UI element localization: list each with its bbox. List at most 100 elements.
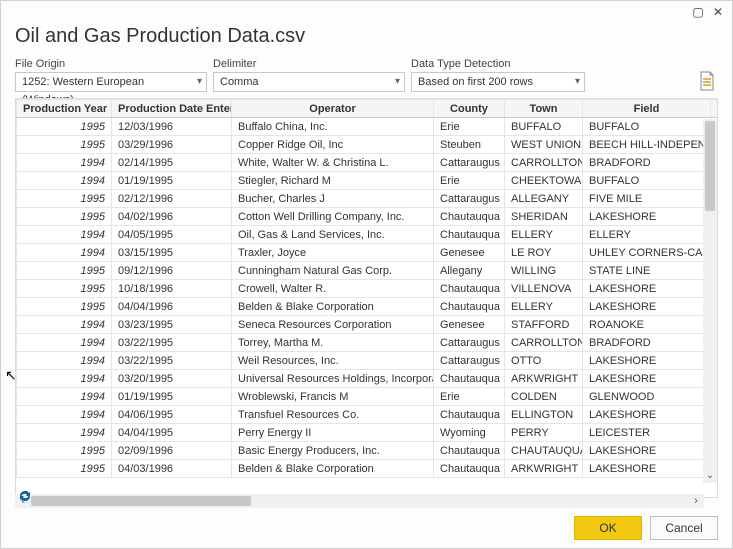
table-cell: Steuben	[434, 136, 505, 154]
table-cell: ALLEGANY	[505, 190, 583, 208]
table-cell: LE ROY	[505, 244, 583, 262]
scrollbar-thumb[interactable]	[705, 121, 715, 211]
table-row[interactable]: 199512/03/1996Buffalo China, Inc.ErieBUF…	[17, 118, 719, 136]
table-cell: Perry Energy II	[232, 424, 434, 442]
table-cell: Copper Ridge Oil, Inc	[232, 136, 434, 154]
table-cell: Crowell, Walter R.	[232, 280, 434, 298]
table-cell: STAFFORD	[505, 316, 583, 334]
table-cell: 1994	[17, 424, 112, 442]
column-header[interactable]: County	[434, 100, 505, 118]
table-row[interactable]: 199510/18/1996Crowell, Walter R.Chautauq…	[17, 280, 719, 298]
table-cell: CHEEKTOWAGA	[505, 172, 583, 190]
table-row[interactable]: 199502/12/1996Bucher, Charles JCattaraug…	[17, 190, 719, 208]
table-cell: Cattaraugus	[434, 352, 505, 370]
table-cell: LAKESHORE	[583, 280, 711, 298]
detection-label: Data Type Detection	[411, 58, 591, 70]
close-button[interactable]: ✕	[708, 3, 728, 21]
import-options: File Origin 1252: Western European (Wind…	[1, 58, 732, 98]
table-cell: SHERIDAN	[505, 208, 583, 226]
cancel-button[interactable]: Cancel	[650, 516, 718, 540]
table-row[interactable]: 199503/29/1996Copper Ridge Oil, IncSteub…	[17, 136, 719, 154]
dialog-title: Oil and Gas Production Data.csv	[1, 23, 732, 58]
scroll-down-icon[interactable]: ⌄	[703, 469, 717, 483]
table-cell: ARKWRIGHT	[505, 460, 583, 478]
detection-select[interactable]: Based on first 200 rows	[411, 72, 585, 92]
table-row[interactable]: 199404/04/1995Perry Energy IIWyomingPERR…	[17, 424, 719, 442]
table-cell: LAKESHORE	[583, 370, 711, 388]
table-cell: 01/19/1995	[112, 172, 232, 190]
table-cell: Weil Resources, Inc.	[232, 352, 434, 370]
table-cell: ELLERY	[505, 298, 583, 316]
select-sheet-icon[interactable]	[698, 71, 716, 91]
table-row[interactable]: 199404/05/1995Oil, Gas & Land Services, …	[17, 226, 719, 244]
table-cell: ROANOKE	[583, 316, 711, 334]
table-cell: 1994	[17, 334, 112, 352]
table-cell: 1994	[17, 244, 112, 262]
scrollbar-track[interactable]	[31, 496, 688, 506]
table-cell: 1995	[17, 208, 112, 226]
table-cell: 03/20/1995	[112, 370, 232, 388]
horizontal-scrollbar[interactable]: ‹ ›	[15, 494, 704, 508]
scroll-right-icon[interactable]: ›	[688, 495, 704, 507]
file-origin-select[interactable]: 1252: Western European (Windows)	[15, 72, 207, 92]
table-cell: 1995	[17, 298, 112, 316]
table-cell: FIVE MILE	[583, 190, 711, 208]
column-header[interactable]: Town	[505, 100, 583, 118]
table-row[interactable]: 199402/14/1995White, Walter W. & Christi…	[17, 154, 719, 172]
scrollbar-thumb[interactable]	[31, 496, 251, 506]
table-cell: Chautauqua	[434, 406, 505, 424]
table-cell: 1995	[17, 136, 112, 154]
table-row[interactable]: 199403/23/1995Seneca Resources Corporati…	[17, 316, 719, 334]
table-row[interactable]: 199403/22/1995Torrey, Martha M.Cattaraug…	[17, 334, 719, 352]
table-row[interactable]: 199504/03/1996Belden & Blake Corporation…	[17, 460, 719, 478]
table-row[interactable]: 199502/09/1996Basic Energy Producers, In…	[17, 442, 719, 460]
table-cell: 03/15/1995	[112, 244, 232, 262]
table-cell: 1995	[17, 118, 112, 136]
table-row[interactable]: 199404/06/1995Transfuel Resources Co.Cha…	[17, 406, 719, 424]
table-cell: Traxler, Joyce	[232, 244, 434, 262]
ok-button[interactable]: OK	[574, 516, 642, 540]
column-header[interactable]: Field	[583, 100, 711, 118]
table-cell: COLDEN	[505, 388, 583, 406]
table-cell: 02/09/1996	[112, 442, 232, 460]
table-cell: 03/22/1995	[112, 352, 232, 370]
table-row[interactable]: 199401/19/1995Stiegler, Richard MErieCHE…	[17, 172, 719, 190]
table-row[interactable]: 199509/12/1996Cunningham Natural Gas Cor…	[17, 262, 719, 280]
table-cell: WILLING	[505, 262, 583, 280]
table-cell: 04/06/1995	[112, 406, 232, 424]
table-cell: LAKESHORE	[583, 406, 711, 424]
table-cell: BRADFORD	[583, 154, 711, 172]
column-header[interactable]: Production Date Entered	[112, 100, 232, 118]
table-cell: LAKESHORE	[583, 298, 711, 316]
vertical-scrollbar[interactable]: ⌄	[703, 119, 717, 483]
table-cell: 1995	[17, 442, 112, 460]
table-cell: ELLERY	[583, 226, 711, 244]
table-cell: 1994	[17, 406, 112, 424]
table-cell: Cunningham Natural Gas Corp.	[232, 262, 434, 280]
table-row[interactable]: 199403/22/1995Weil Resources, Inc.Cattar…	[17, 352, 719, 370]
column-header[interactable]: Operator	[232, 100, 434, 118]
table-row[interactable]: 199504/04/1996Belden & Blake Corporation…	[17, 298, 719, 316]
column-header[interactable]: Production Year	[17, 100, 112, 118]
table-cell: 02/12/1996	[112, 190, 232, 208]
table-cell: Belden & Blake Corporation	[232, 460, 434, 478]
table-row[interactable]: 199504/02/1996Cotton Well Drilling Compa…	[17, 208, 719, 226]
refresh-icon[interactable]	[17, 489, 33, 506]
table-row[interactable]: 199401/19/1995Wroblewski, Francis MErieC…	[17, 388, 719, 406]
table-cell: Universal Resources Holdings, Incorporat…	[232, 370, 434, 388]
delimiter-select[interactable]: Comma	[213, 72, 405, 92]
table-row[interactable]: 199403/20/1995Universal Resources Holdin…	[17, 370, 719, 388]
table-cell: Erie	[434, 388, 505, 406]
table-cell: 04/02/1996	[112, 208, 232, 226]
maximize-button[interactable]: ▢	[688, 3, 708, 21]
table-cell: PERRY	[505, 424, 583, 442]
table-cell: OTTO	[505, 352, 583, 370]
table-cell: LAKESHORE	[583, 208, 711, 226]
column-header[interactable]: Pr	[711, 100, 719, 118]
preview-table: Production YearProduction Date EnteredOp…	[16, 99, 718, 478]
table-cell: Transfuel Resources Co.	[232, 406, 434, 424]
table-cell: Genesee	[434, 244, 505, 262]
table-cell: BUFFALO	[505, 118, 583, 136]
table-cell: Erie	[434, 118, 505, 136]
table-row[interactable]: 199403/15/1995Traxler, JoyceGeneseeLE RO…	[17, 244, 719, 262]
